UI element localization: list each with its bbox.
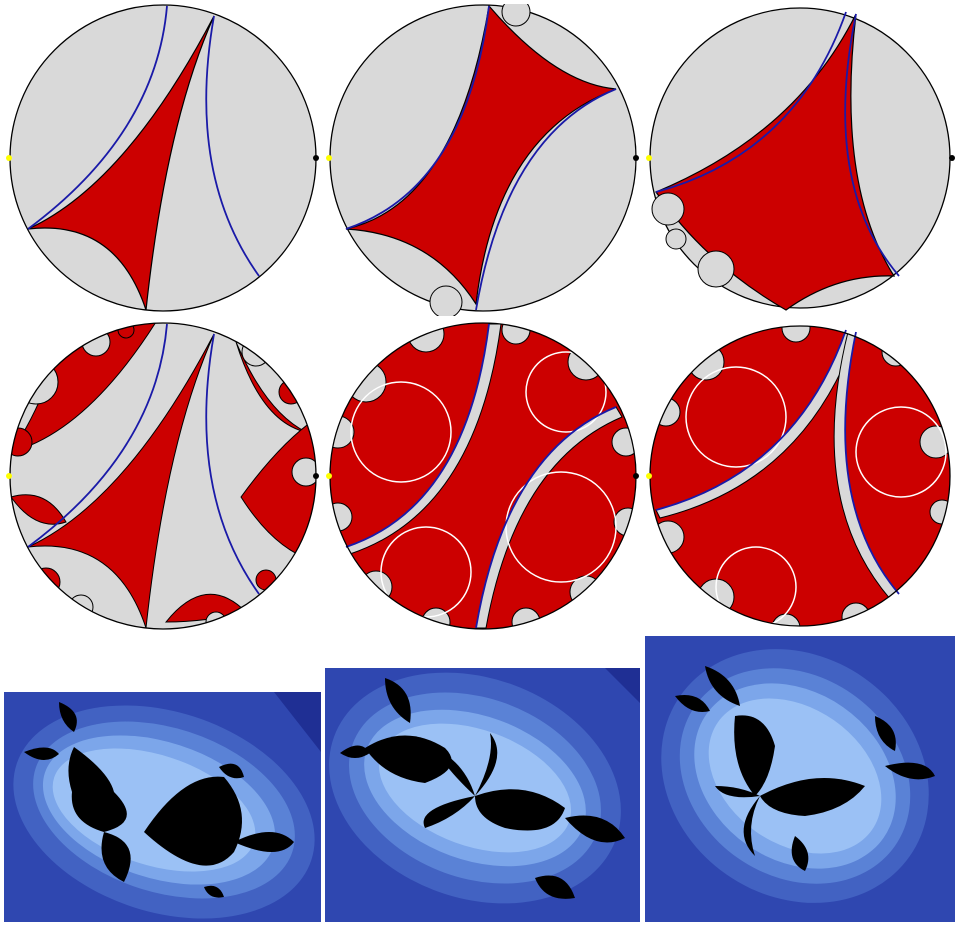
julia-filled-set: [340, 678, 625, 899]
julia-set-1: [4, 692, 321, 922]
disk-row2-col1: [6, 322, 320, 634]
yellow-marker: [6, 155, 12, 161]
julia-filled-set: [675, 666, 935, 871]
disk-row1-col2: [326, 4, 640, 316]
black-marker: [313, 155, 319, 161]
disk-row1-col3: [646, 4, 955, 316]
disk-row2-col2: [326, 322, 640, 634]
julia-set-3: [645, 636, 955, 922]
julia-set-2: [325, 668, 640, 922]
blue-geodesic: [27, 5, 168, 230]
disk-row1-col1: [6, 4, 320, 316]
disk-row2-col3: [646, 322, 955, 634]
julia-filled-set: [24, 702, 294, 898]
blue-geodesic: [205, 15, 260, 277]
red-ideal-triangle: [27, 15, 215, 311]
red-domain: [655, 13, 896, 311]
